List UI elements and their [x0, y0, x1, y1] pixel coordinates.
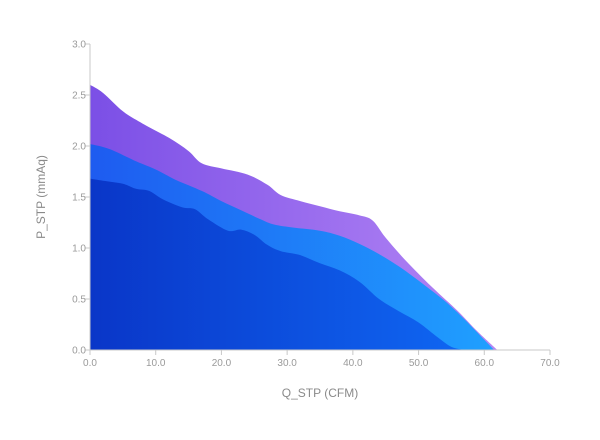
y-tick-label: 1.5	[72, 193, 86, 204]
y-axis-title: P_STP (mmAq)	[34, 155, 48, 239]
y-tick-label: 1.0	[72, 244, 86, 255]
x-tick-label: 10.0	[146, 358, 166, 369]
y-tick-label: 0.5	[72, 295, 86, 306]
x-axis-title: Q_STP (CFM)	[282, 386, 358, 400]
x-tick-label: 60.0	[475, 358, 495, 369]
x-tick-label: 30.0	[277, 358, 297, 369]
x-tick-label: 40.0	[343, 358, 363, 369]
y-tick-label: 3.0	[72, 40, 86, 51]
x-tick-label: 0.0	[83, 358, 97, 369]
y-tick-label: 0.0	[72, 346, 86, 357]
y-tick-label: 2.5	[72, 91, 86, 102]
y-tick-label: 2.0	[72, 142, 86, 153]
area-series-group	[90, 84, 498, 351]
tick-group: 0.0 10.0 20.0 30.0 40.0 50.0 60.0 70.0 0.0 0.5 1.0…	[72, 40, 560, 370]
x-tick-label: 20.0	[212, 358, 232, 369]
x-tick-label: 70.0	[540, 358, 560, 369]
area-series-3	[90, 178, 465, 350]
x-tick-label: 50.0	[409, 358, 429, 369]
